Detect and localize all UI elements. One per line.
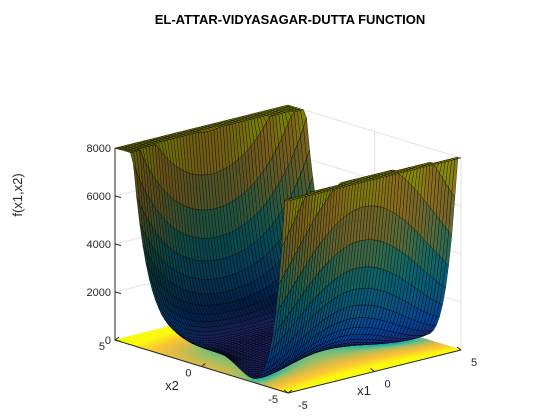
surface-mesh — [114, 104, 462, 379]
